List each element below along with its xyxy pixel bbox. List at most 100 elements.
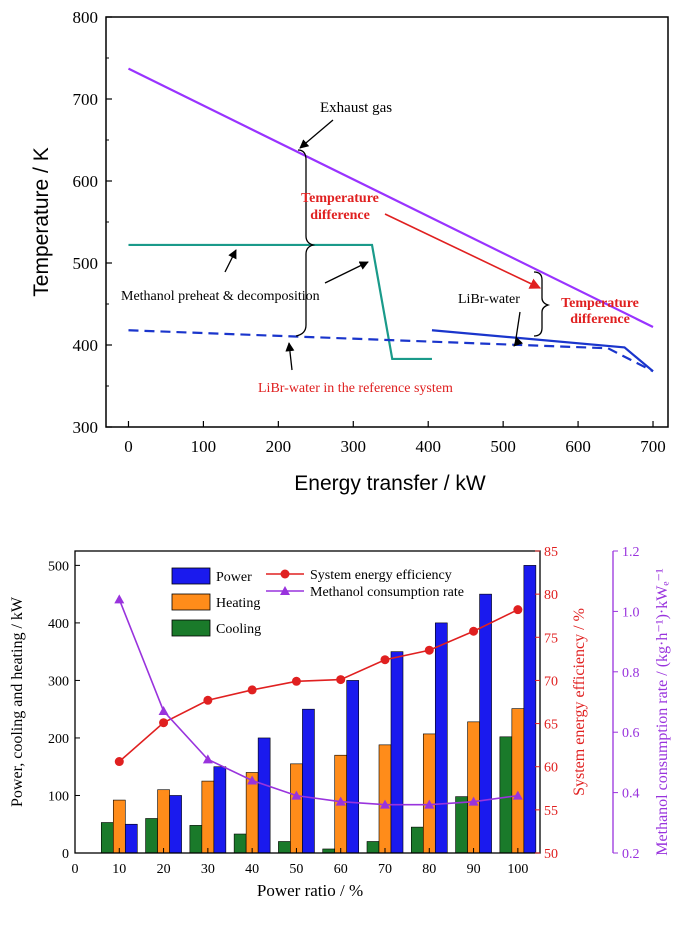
x-tick-label: 400 <box>415 437 441 456</box>
arrow-reference <box>285 342 295 371</box>
chart2-y2-axis-label: System energy efficiency / % <box>571 608 588 796</box>
chart2-x-ticks: 0 10 20 30 40 50 60 70 80 90 100 <box>72 848 528 877</box>
y2-tick-label: 55 <box>544 804 558 819</box>
chart2-frame <box>74 550 541 854</box>
marker-efficiency <box>291 676 301 686</box>
x-tick-label: 0 <box>124 437 133 456</box>
bar-heating <box>422 733 436 854</box>
chart2-y-axis-label: Power, cooling and heating / kW <box>9 596 26 807</box>
marker-methanol <box>114 594 125 604</box>
arrow-methanol-right <box>324 261 369 284</box>
marker-efficiency <box>513 605 523 615</box>
marker-efficiency <box>380 655 390 665</box>
y-tick-label: 700 <box>73 90 99 109</box>
label-exhaust-gas: Exhaust gas <box>320 100 392 116</box>
label-temp-diff-2a: Temperature <box>561 296 639 311</box>
x-tick-label: 30 <box>201 862 215 877</box>
marker-methanol <box>202 754 213 764</box>
bar-power <box>213 766 227 854</box>
chart1-annotations: Exhaust gas Temperature difference Metha… <box>121 100 639 396</box>
chart1-frame <box>105 16 669 428</box>
series-line-1 <box>128 243 432 361</box>
bar-power <box>169 795 182 854</box>
chart1-x-axis-label: Energy transfer / kW <box>294 472 486 495</box>
y3-tick-label: 0.2 <box>622 847 640 862</box>
y-tick-label: 300 <box>73 418 99 437</box>
chart2-x-axis-label: Power ratio / % <box>257 881 363 900</box>
bar-heating <box>112 799 126 854</box>
y-tick-label: 0 <box>62 847 69 862</box>
y3-tick-label: 0.6 <box>622 726 640 741</box>
x-tick-label: 700 <box>640 437 666 456</box>
marker-efficiency <box>469 626 479 636</box>
x-tick-label: 10 <box>112 862 126 877</box>
y2-tick-label: 60 <box>544 761 558 776</box>
arrow-libr-water-head <box>513 336 524 347</box>
arrow-exhaust-gas <box>299 119 334 149</box>
marker-methanol <box>158 706 169 716</box>
bar-heating <box>378 744 392 854</box>
bar-cooling <box>189 825 203 854</box>
legend-swatch-heating <box>171 593 211 611</box>
temperature-chart: Exhaust gas Temperature difference Metha… <box>30 8 669 495</box>
arrow-temp-difference <box>384 213 542 289</box>
marker-methanol <box>380 799 390 809</box>
x-tick-label: 600 <box>565 437 591 456</box>
y-tick-label: 300 <box>48 674 69 689</box>
y2-tick-label: 65 <box>544 718 558 733</box>
x-tick-label: 100 <box>191 437 217 456</box>
bar-heating <box>245 772 259 854</box>
bar-power <box>390 651 404 854</box>
y2-tick-label: 85 <box>544 545 558 560</box>
label-temp-diff-1b: difference <box>310 208 370 223</box>
bar-cooling <box>499 736 513 854</box>
y-tick-label: 400 <box>73 336 99 355</box>
chart2-bars <box>100 565 537 854</box>
x-tick-label: 100 <box>507 862 528 877</box>
label-reference-system: LiBr-water in the reference system <box>258 381 453 396</box>
marker-methanol <box>247 775 258 785</box>
marker-efficiency <box>203 695 213 705</box>
bar-power <box>302 708 315 854</box>
x-tick-label: 0 <box>72 862 79 877</box>
y-tick-label: 100 <box>48 789 69 804</box>
y2-tick-label: 70 <box>544 674 558 689</box>
bar-heating <box>201 780 215 854</box>
x-tick-label: 60 <box>334 862 348 877</box>
y-tick-label: 500 <box>73 254 99 273</box>
bar-cooling <box>455 796 468 854</box>
chart1-series <box>127 67 654 373</box>
series-line-0 <box>127 67 654 328</box>
bar-power <box>257 737 271 854</box>
y3-tick-label: 1.2 <box>622 545 640 560</box>
x-tick-label: 500 <box>490 437 516 456</box>
y3-tick-label: 0.8 <box>622 666 640 681</box>
legend-swatch-power <box>171 567 211 585</box>
series-line-3 <box>128 329 654 373</box>
y-tick-label: 800 <box>73 8 99 27</box>
bar-cooling <box>278 841 291 854</box>
brace-right <box>533 271 551 337</box>
chart2-y3-axis-label: Methanol consumption rate / (kg·h⁻¹)·kWₑ… <box>654 568 671 856</box>
marker-methanol <box>291 790 302 800</box>
marker-efficiency <box>424 645 434 655</box>
y-tick-label: 200 <box>48 732 69 747</box>
y3-tick-label: 1.0 <box>622 605 640 620</box>
bar-heating <box>157 789 170 854</box>
legend-marker-methanol <box>280 586 290 595</box>
legend-marker-efficiency <box>280 569 290 579</box>
x-tick-label: 300 <box>341 437 367 456</box>
bar-power <box>124 823 138 854</box>
label-libr-water: LiBr-water <box>458 292 520 307</box>
chart1-y-ticks: 300 400 500 600 700 800 <box>73 8 112 437</box>
bar-cooling <box>145 818 158 854</box>
legend-label-power: Power <box>216 570 252 585</box>
label-methanol: Methanol preheat & decomposition <box>121 289 320 304</box>
line-methanol-consumption-rate <box>118 599 518 806</box>
x-tick-label: 200 <box>266 437 292 456</box>
x-tick-label: 70 <box>378 862 392 877</box>
bar-power <box>523 565 537 854</box>
bar-power <box>346 680 360 854</box>
y-tick-label: 400 <box>48 617 69 632</box>
bar-power <box>479 593 492 854</box>
